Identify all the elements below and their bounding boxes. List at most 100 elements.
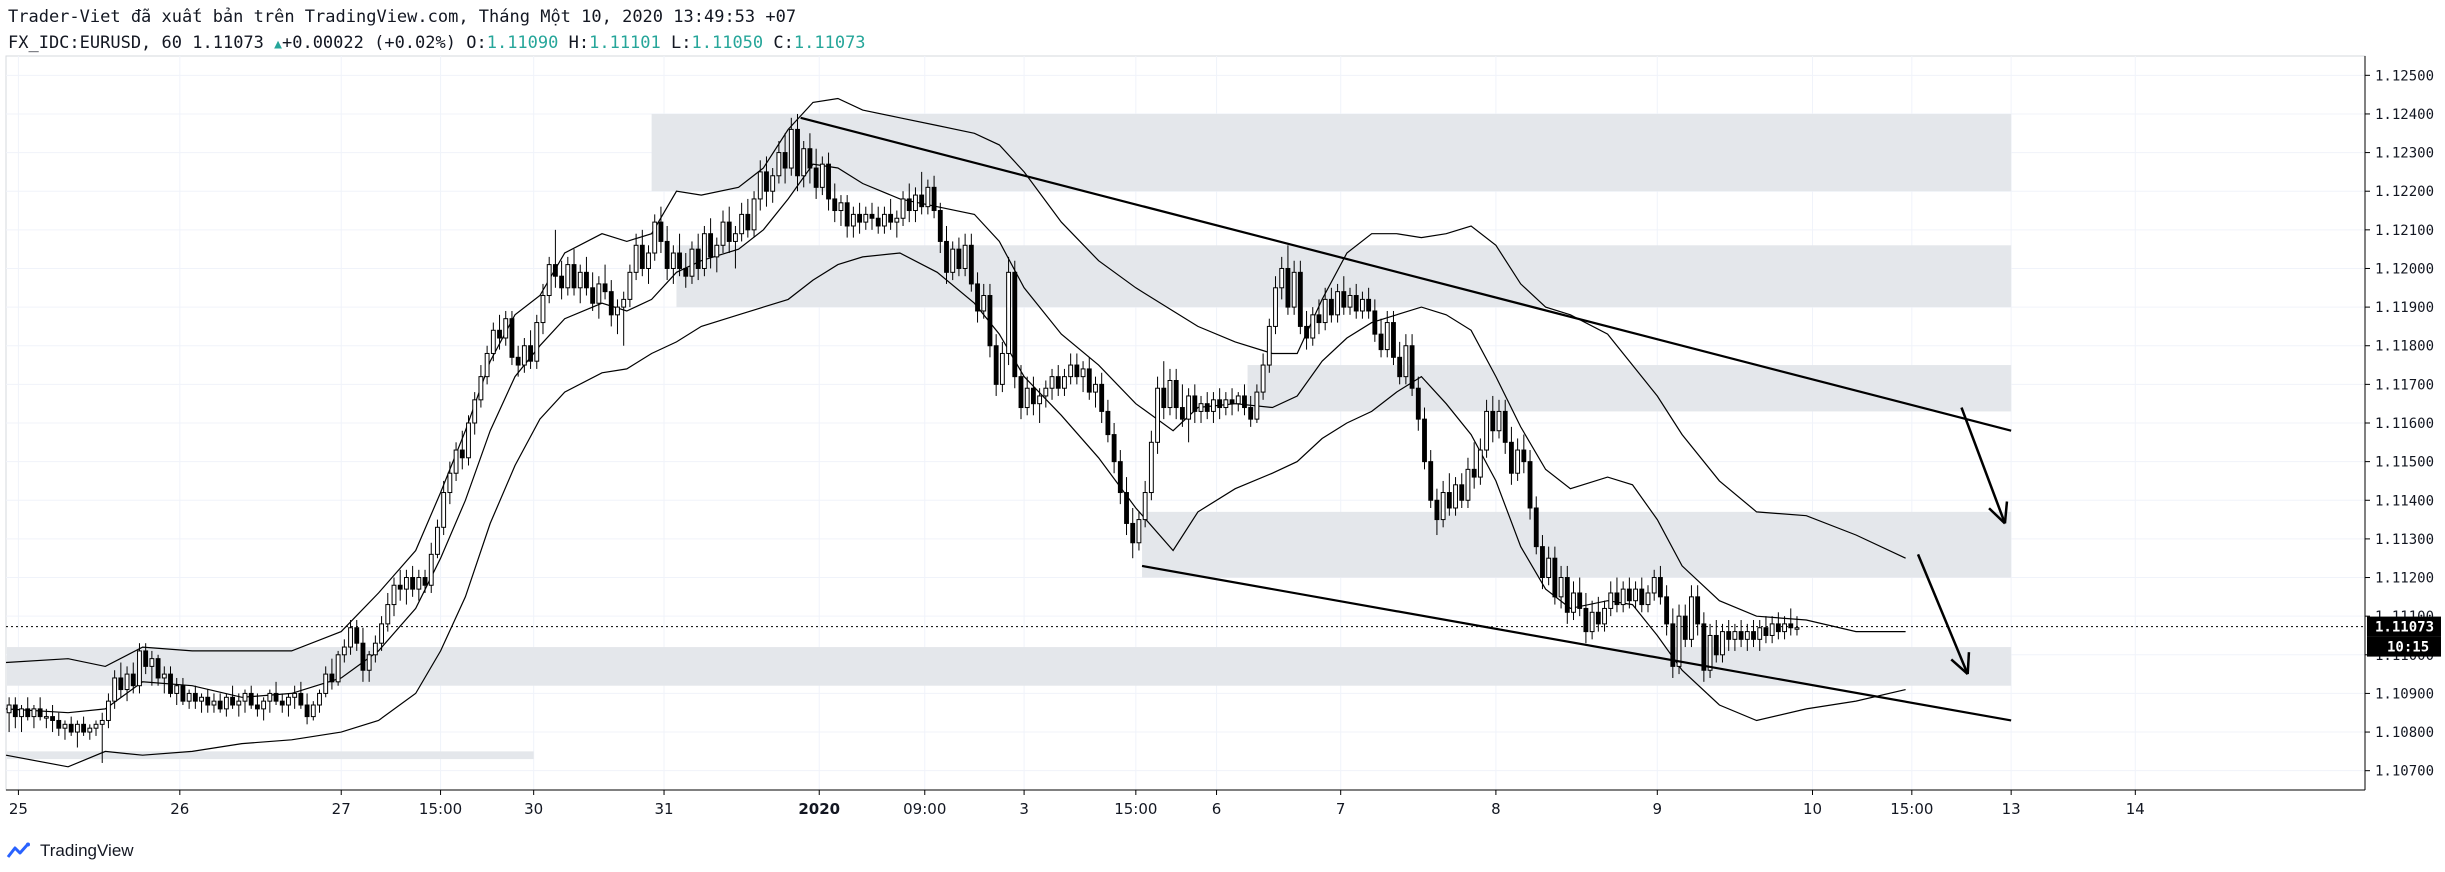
candle: [1260, 353, 1266, 400]
candle: [267, 689, 273, 713]
candle-body: [1577, 592, 1583, 609]
candle-body: [211, 700, 217, 706]
candle-body: [1713, 634, 1719, 656]
candle-body: [689, 248, 695, 277]
candle: [106, 693, 111, 729]
candle-body: [1235, 395, 1241, 405]
candle-body: [273, 692, 279, 702]
candle: [279, 693, 285, 713]
candle-body: [844, 202, 850, 227]
candle-body: [521, 345, 527, 366]
candle-body: [168, 673, 173, 694]
candle: [788, 117, 794, 176]
candle-body: [317, 692, 322, 706]
high-value: 1.11101: [589, 33, 661, 53]
candle-body: [652, 221, 658, 254]
candle: [168, 666, 173, 698]
candle: [782, 133, 788, 184]
candle-body: [335, 654, 341, 683]
candle-body: [360, 642, 366, 671]
candle: [186, 689, 192, 709]
candle-body: [1335, 291, 1341, 316]
candle-body: [472, 399, 478, 424]
candle: [416, 569, 422, 601]
candle-body: [1757, 627, 1763, 640]
candle-body: [1179, 407, 1185, 420]
candle: [441, 480, 447, 536]
candle: [223, 693, 229, 717]
candle: [540, 283, 546, 335]
candle-body: [1192, 395, 1198, 412]
candle-body: [261, 700, 267, 710]
bollinger-bands: [5, 97, 1906, 768]
candle-body: [1049, 376, 1055, 389]
candle: [124, 666, 130, 702]
candle-body: [1794, 627, 1800, 630]
candle-body: [807, 148, 813, 169]
candle: [1254, 384, 1260, 423]
candle-body: [199, 696, 204, 702]
candle-body: [906, 198, 912, 212]
price-tick-label: 1.12100: [2375, 223, 2434, 239]
symbol-label[interactable]: FX_IDC:EURUSD, 60: [8, 33, 182, 53]
footer: TradingView: [6, 838, 134, 864]
candle-body: [1465, 468, 1471, 501]
candle: [571, 249, 577, 296]
bollinger-middle: [5, 163, 1906, 714]
candle: [484, 345, 490, 385]
candle-body: [1626, 588, 1632, 602]
candle-body: [428, 553, 434, 586]
candle: [1266, 318, 1272, 373]
candle: [1440, 480, 1446, 528]
candle: [881, 206, 887, 234]
candle-body: [1682, 615, 1688, 640]
candle: [43, 708, 49, 729]
candle: [1024, 376, 1030, 416]
candle-body: [1676, 615, 1682, 667]
candle-body: [329, 673, 335, 683]
candle-body: [745, 213, 751, 231]
candle: [534, 314, 540, 369]
candle-body: [677, 252, 682, 269]
candle-body: [1608, 592, 1614, 609]
candle-body: [1347, 295, 1353, 308]
candle-body: [658, 221, 664, 242]
candle: [1633, 581, 1638, 609]
candle: [1117, 450, 1123, 505]
price-tick-label: 1.10800: [2375, 725, 2434, 741]
candle-body: [1639, 588, 1645, 606]
candle: [1037, 388, 1043, 423]
candle: [1229, 388, 1235, 416]
candle: [385, 592, 391, 632]
candle-body: [739, 213, 745, 235]
candle-body: [1732, 631, 1738, 640]
candle-body: [894, 217, 900, 223]
candle: [1384, 310, 1390, 358]
candle-body: [478, 376, 484, 401]
candle-body: [279, 700, 285, 706]
open-value: 1.11090: [486, 33, 559, 53]
candle-body: [534, 322, 540, 362]
arrow-head: [1966, 652, 1971, 675]
candle: [1030, 376, 1036, 416]
candle-body: [236, 700, 242, 706]
candle-body: [56, 719, 62, 729]
candle-body: [410, 577, 416, 590]
candle-body: [1062, 376, 1067, 389]
candle-body: [528, 345, 533, 362]
candle-body: [627, 271, 633, 300]
candle-body: [1360, 298, 1365, 312]
candle-body: [62, 723, 68, 729]
candle-body: [590, 287, 596, 304]
candle-body: [31, 708, 37, 718]
candle: [1471, 442, 1477, 489]
candle-body: [1148, 441, 1154, 494]
candle-body: [1378, 333, 1384, 351]
candle-body: [1546, 557, 1552, 579]
candle-body: [1105, 410, 1111, 436]
tradingview-brand[interactable]: TradingView: [40, 841, 134, 860]
candle: [745, 198, 751, 238]
price-tick-label: 1.11400: [2375, 493, 2434, 509]
countdown-label: 10:15: [2387, 640, 2429, 656]
